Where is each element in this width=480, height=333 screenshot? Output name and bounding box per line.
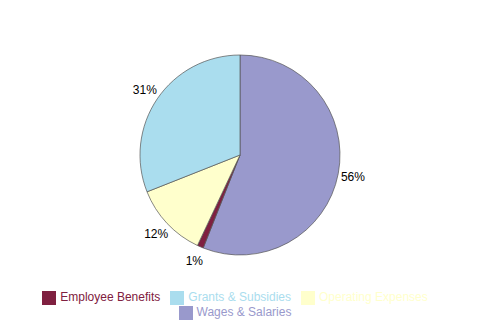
html-text:Employee Benefits: Employee Benefits (60, 290, 161, 305)
html-text:Wages & Salaries: Wages & Salaries (196, 305, 292, 320)
svg-text:12%: 12% (144, 227, 168, 241)
html-text:Operating Expenses: Operating Expenses (319, 290, 428, 305)
svg-text:31%: 31% (133, 83, 157, 97)
svg-text:1%: 1% (186, 254, 204, 268)
html-text:Grants & Subsidies: Grants & Subsidies (188, 290, 291, 305)
svg-text:56%: 56% (341, 170, 365, 184)
